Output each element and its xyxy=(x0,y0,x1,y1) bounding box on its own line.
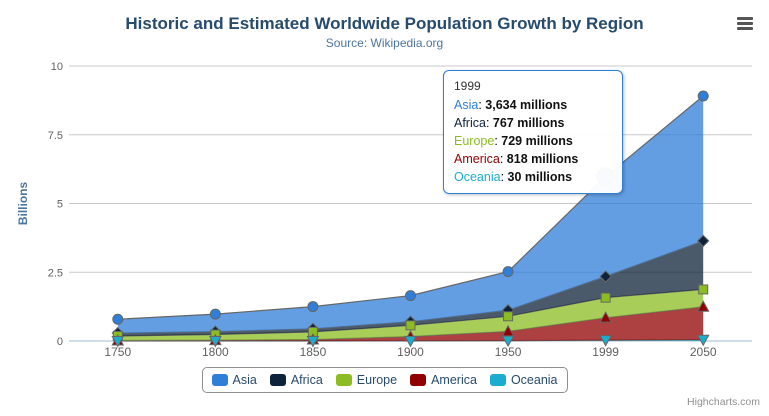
tooltip-series-value: 729 millions xyxy=(501,134,573,148)
marker-europe[interactable] xyxy=(600,292,611,303)
tooltip-series-value: 30 millions xyxy=(507,170,573,184)
legend-swatch-africa xyxy=(269,374,286,386)
legend-item-europe[interactable]: Europe xyxy=(335,373,398,387)
marker-oceania[interactable] xyxy=(404,335,417,348)
legend-label: Asia xyxy=(232,373,257,387)
legend-swatch-america xyxy=(410,374,427,386)
legend-item-asia[interactable]: Asia xyxy=(211,373,257,387)
chart-subtitle: Source: Wikipedia.org xyxy=(325,36,444,50)
marker-europe[interactable] xyxy=(405,320,416,331)
legend-label: America xyxy=(431,373,477,387)
marker-oceania[interactable] xyxy=(111,335,125,348)
y-axis-label: 2.5 xyxy=(48,267,63,279)
tooltip-series-name: Europe xyxy=(454,134,495,148)
tooltip-row: Asia: 3,634 millions xyxy=(454,98,568,112)
area-africa[interactable] xyxy=(117,240,704,336)
chart-title: Historic and Estimated Worldwide Populat… xyxy=(125,14,644,33)
marker-asia[interactable] xyxy=(405,290,416,302)
marker-america[interactable] xyxy=(696,300,710,312)
tooltip-series-name: Africa xyxy=(454,116,486,130)
x-axis-label: 1950 xyxy=(495,345,522,359)
tooltip-series-value: 818 millions xyxy=(506,152,579,166)
marker-oceania[interactable] xyxy=(501,335,515,348)
context-menu-button[interactable] xyxy=(735,15,755,32)
marker-asia[interactable] xyxy=(307,301,319,313)
marker-oceania[interactable] xyxy=(306,335,320,348)
marker-africa[interactable] xyxy=(599,270,612,283)
tooltip: 1999 Asia: 3,634 millions Africa: 767 mil… xyxy=(443,70,623,194)
credits-link[interactable]: Highcharts.com xyxy=(687,396,760,408)
x-axis-label: 1800 xyxy=(202,345,229,359)
legend-swatch-oceania xyxy=(489,374,506,386)
legend-swatch-asia xyxy=(211,374,228,386)
marker-asia[interactable] xyxy=(502,266,514,278)
tooltip-row: Oceania: 30 millions xyxy=(454,170,573,184)
marker-asia[interactable] xyxy=(112,313,124,325)
legend-item-oceania[interactable]: Oceania xyxy=(489,373,558,387)
legend: Asia Africa Europe America Oceania xyxy=(201,367,568,393)
tooltip-series-value: 767 millions xyxy=(492,116,565,130)
tooltip-row: Europe: 729 millions xyxy=(454,134,573,148)
tooltip-row: America: 818 millions xyxy=(454,152,579,166)
marker-oceania[interactable] xyxy=(599,335,612,347)
tooltip-rows: Asia: 3,634 millions Africa: 767 millions… xyxy=(454,96,612,186)
marker-asia[interactable] xyxy=(209,308,221,320)
y-axis-label: 5 xyxy=(57,199,63,211)
tooltip-row: Africa: 767 millions xyxy=(454,116,565,130)
marker-america[interactable] xyxy=(599,311,612,323)
y-axis-label: 10 xyxy=(51,61,63,73)
tooltip-series-name: Asia xyxy=(454,98,479,112)
area-america[interactable] xyxy=(117,306,704,341)
marker-oceania[interactable] xyxy=(209,335,222,348)
hamburger-icon xyxy=(737,17,753,20)
hamburger-icon xyxy=(737,27,753,30)
y-axis-label: 7.5 xyxy=(48,130,63,142)
legend-swatch-europe xyxy=(335,374,352,386)
tooltip-series-name: America xyxy=(454,152,500,166)
hamburger-icon xyxy=(737,22,753,25)
tooltip-series-name: Oceania xyxy=(454,170,501,184)
legend-label: Europe xyxy=(356,373,398,387)
area-asia[interactable] xyxy=(117,96,704,334)
legend-item-africa[interactable]: Africa xyxy=(269,373,323,387)
marker-europe[interactable] xyxy=(698,284,709,295)
x-axis-label: 1750 xyxy=(104,345,131,359)
tooltip-header: 1999 xyxy=(454,79,481,93)
legend-label: Oceania xyxy=(510,373,558,387)
marker-africa[interactable] xyxy=(697,234,710,248)
legend-item-america[interactable]: America xyxy=(410,373,477,387)
tooltip-series-value: 3,634 millions xyxy=(485,98,568,112)
marker-oceania[interactable] xyxy=(696,334,710,347)
y-axis-title: Billions xyxy=(16,182,30,226)
x-axis-label: 1999 xyxy=(592,345,619,359)
x-axis-label: 1900 xyxy=(397,345,424,359)
x-axis-label: 2050 xyxy=(690,345,717,359)
marker-europe[interactable] xyxy=(503,311,514,322)
x-axis-label: 1850 xyxy=(300,345,327,359)
marker-asia[interactable] xyxy=(697,90,709,102)
legend-label: Africa xyxy=(290,373,323,387)
y-axis-label: 0 xyxy=(57,336,63,348)
